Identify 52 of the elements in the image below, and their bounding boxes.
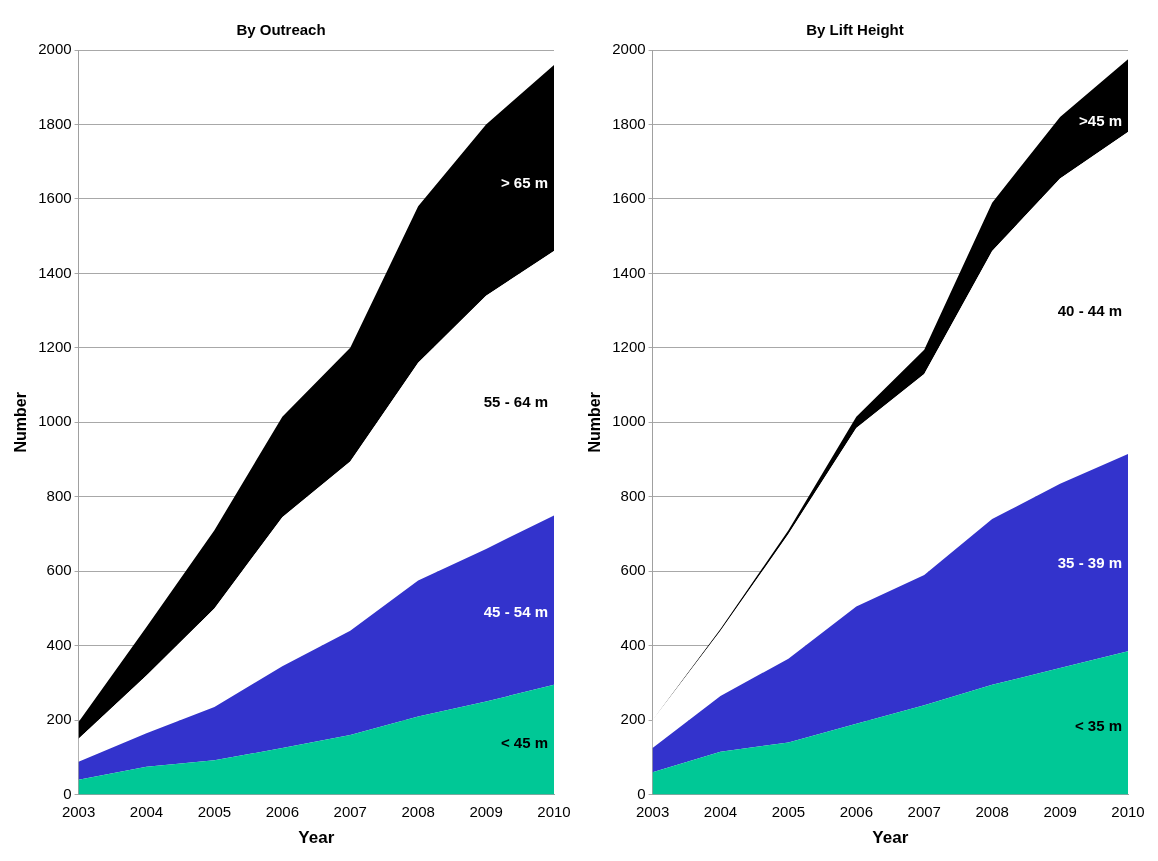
y-tick-label: 0 — [63, 784, 72, 802]
x-tick-label: 2007 — [907, 802, 941, 820]
y-tick-label: 800 — [620, 486, 646, 504]
chart-title: By Outreach — [236, 21, 326, 39]
y-tick-label: 1800 — [612, 114, 646, 132]
x-tick-label: 2009 — [469, 802, 503, 820]
x-tick-label: 2009 — [1043, 802, 1077, 820]
y-tick-label: 800 — [46, 486, 72, 504]
x-tick-label: 2008 — [401, 802, 435, 820]
y-tick-label: 600 — [46, 561, 72, 579]
x-tick-label: 2005 — [197, 802, 232, 820]
series-label: 40 - 44 m — [1057, 302, 1122, 320]
y-axis-title: Number — [12, 392, 30, 453]
series-label: 55 - 64 m — [483, 392, 548, 410]
series-label: < 35 m — [1074, 717, 1122, 735]
chart-title: By Lift Height — [806, 21, 904, 39]
x-tick-label: 2006 — [265, 802, 300, 820]
y-tick-label: 600 — [620, 561, 646, 579]
x-tick-label: 2003 — [61, 802, 96, 820]
y-tick-label: 1800 — [38, 114, 72, 132]
x-tick-label: 2003 — [635, 802, 670, 820]
series-label: >45 m — [1079, 111, 1122, 129]
x-tick-label: 2004 — [703, 802, 738, 820]
x-tick-label: 2005 — [771, 802, 806, 820]
x-tick-label: 2007 — [333, 802, 367, 820]
y-tick-label: 2000 — [612, 40, 646, 58]
y-tick-label: 1000 — [38, 412, 72, 430]
series-label: 35 - 39 m — [1057, 554, 1122, 572]
y-tick-label: 1400 — [38, 263, 72, 281]
y-tick-label: 1600 — [38, 189, 72, 207]
y-tick-label: 1000 — [612, 412, 646, 430]
y-tick-label: 1200 — [612, 337, 646, 355]
y-tick-label: 1200 — [38, 337, 72, 355]
x-tick-label: 2006 — [839, 802, 874, 820]
y-tick-label: 400 — [620, 635, 646, 653]
y-tick-label: 2000 — [38, 40, 72, 58]
x-tick-label: 2004 — [129, 802, 164, 820]
series-label: > 65 m — [500, 174, 548, 192]
y-axis-title: Number — [586, 392, 604, 453]
series-label: < 45 m — [500, 734, 548, 752]
series-label: 45 - 54 m — [483, 602, 548, 620]
y-tick-label: 200 — [620, 710, 646, 728]
x-tick-label: 2010 — [1111, 802, 1145, 820]
x-axis-title: Year — [872, 828, 909, 848]
y-tick-label: 200 — [46, 710, 72, 728]
y-tick-label: 1600 — [612, 189, 646, 207]
x-axis-title: Year — [298, 828, 335, 848]
x-tick-label: 2010 — [537, 802, 571, 820]
y-tick-label: 0 — [637, 784, 646, 802]
y-tick-label: 1400 — [612, 263, 646, 281]
y-tick-label: 400 — [46, 635, 72, 653]
x-tick-label: 2008 — [975, 802, 1009, 820]
